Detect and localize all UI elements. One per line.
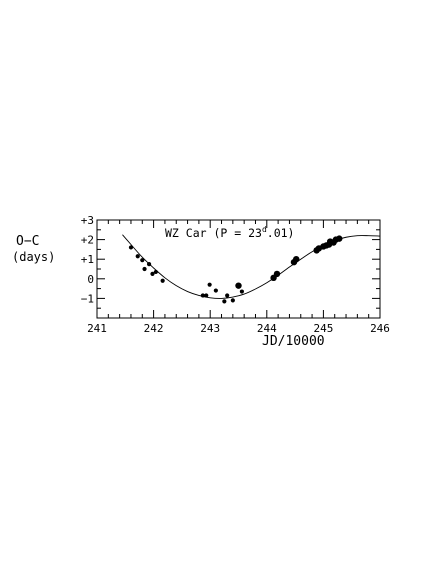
y-tick-label: −1 xyxy=(81,292,94,305)
data-point xyxy=(142,266,147,272)
data-point xyxy=(200,293,205,298)
x-tick-label: 246 xyxy=(370,322,390,335)
data-points xyxy=(128,235,343,304)
x-tick-label: 242 xyxy=(144,322,164,335)
data-point xyxy=(213,288,218,293)
data-point xyxy=(239,289,244,294)
data-point xyxy=(140,258,145,263)
fit-curve xyxy=(122,234,381,299)
data-point xyxy=(273,270,281,278)
data-point xyxy=(235,282,242,289)
data-point xyxy=(150,271,155,276)
x-tick-label: 243 xyxy=(200,322,220,335)
data-point xyxy=(293,256,300,263)
annotation-prefix: WZ Car (P = 23 xyxy=(165,226,262,240)
y-tick-label: +1 xyxy=(81,253,94,266)
x-axis-ticks xyxy=(96,220,381,318)
data-point xyxy=(225,293,230,298)
data-point xyxy=(222,299,227,304)
x-axis-title: JD/10000 xyxy=(262,334,325,349)
annotation-suffix: .01) xyxy=(267,226,295,240)
x-tick-label: 245 xyxy=(313,322,333,335)
y-axis-tick-labels: +3 +2 +1 0 −1 xyxy=(81,214,94,305)
data-point xyxy=(230,298,235,303)
data-point xyxy=(146,262,152,267)
data-point xyxy=(128,245,134,250)
annotation-label: WZ Car (P = 23d.01) xyxy=(165,225,294,240)
y-axis-ticks xyxy=(97,219,380,319)
data-point xyxy=(135,254,140,259)
y-tick-label: +3 xyxy=(81,214,94,227)
y-tick-label: +2 xyxy=(81,234,94,247)
data-point xyxy=(160,278,165,283)
data-point xyxy=(336,235,343,242)
annotation-superscript: d xyxy=(262,225,267,234)
x-tick-label: 241 xyxy=(87,322,107,335)
data-point xyxy=(153,269,158,275)
y-axis-unit: (days) xyxy=(12,250,55,264)
x-tick-label: 244 xyxy=(257,322,277,335)
y-tick-label: 0 xyxy=(87,273,94,286)
data-point xyxy=(207,282,212,287)
x-axis-tick-labels: 241 242 243 244 245 246 xyxy=(87,322,390,335)
data-point xyxy=(204,293,209,298)
y-axis-title: O−C xyxy=(16,234,39,249)
